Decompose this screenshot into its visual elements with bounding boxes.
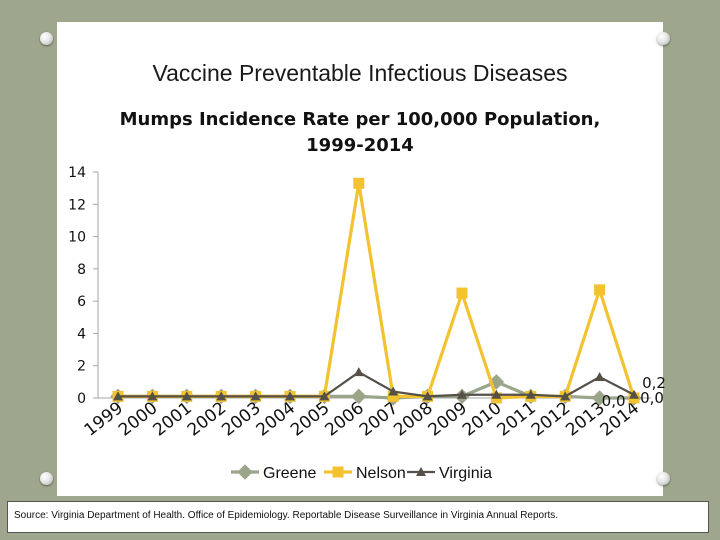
data-point-nelson — [456, 287, 468, 299]
chart-title: Mumps Incidence Rate per 100,000 Populat… — [120, 109, 601, 130]
data-point-virginia — [457, 389, 467, 399]
x-tick-label: 1999 — [81, 398, 127, 440]
data-point-virginia — [285, 391, 295, 401]
series-line-nelson — [118, 181, 636, 400]
y-tick-label: 6 — [77, 294, 86, 310]
y-tick-label: 12 — [68, 197, 86, 213]
data-point-virginia — [491, 389, 502, 399]
data-point-nelson — [353, 177, 365, 189]
legend-marker-greene — [237, 464, 253, 480]
data-label: 0,0 — [640, 389, 664, 407]
data-point-nelson — [387, 390, 399, 402]
data-point-virginia — [560, 391, 571, 401]
data-point-greene — [591, 390, 608, 406]
x-tick-label: 2005 — [287, 398, 333, 440]
data-point-nelson — [594, 284, 606, 296]
data-label: 0,2 — [642, 374, 666, 392]
y-tick-label: 4 — [77, 326, 86, 342]
legend-marker-virginia — [416, 467, 426, 476]
data-point-virginia — [422, 391, 433, 401]
y-tick-label: 10 — [68, 230, 86, 246]
data-point-virginia — [250, 391, 261, 401]
legend-marker-nelson — [332, 466, 344, 478]
data-point-virginia — [629, 389, 639, 399]
data-point-greene — [351, 388, 367, 405]
data-point-virginia — [181, 391, 192, 401]
legend-label-virginia: Virginia — [439, 465, 492, 482]
x-tick-label: 2002 — [184, 398, 230, 440]
x-tick-label: 2009 — [425, 398, 471, 440]
x-tick-label: 2006 — [321, 398, 367, 440]
data-point-virginia — [594, 372, 605, 382]
x-tick-label: 2011 — [493, 398, 539, 440]
y-tick-label: 14 — [68, 165, 86, 181]
series-line-virginia — [118, 371, 635, 398]
y-tick-label: 8 — [77, 262, 86, 278]
x-tick-label: 2012 — [528, 398, 574, 440]
x-tick-label: 2007 — [356, 398, 402, 440]
plot-area: 0246810121419992000200120022003200420052… — [68, 165, 666, 441]
x-tick-label: 2001 — [149, 398, 195, 440]
slide-title: Vaccine Preventable Infectious Diseases — [152, 60, 568, 86]
data-point-virginia — [113, 391, 123, 401]
pin-icon — [657, 32, 670, 45]
x-tick-label: 2000 — [115, 398, 161, 440]
data-label: 0,0 — [602, 392, 626, 410]
pin-icon — [40, 32, 53, 45]
pin-icon — [40, 472, 53, 485]
x-tick-label: 2008 — [390, 398, 436, 440]
data-point-virginia — [319, 391, 330, 401]
x-tick-label: 2010 — [459, 398, 505, 440]
data-point-virginia — [525, 389, 536, 399]
y-tick-label: 2 — [77, 359, 86, 375]
pin-icon — [657, 472, 670, 485]
data-point-virginia — [388, 386, 399, 396]
x-tick-label: 2004 — [253, 398, 299, 440]
data-point-virginia — [216, 391, 227, 401]
legend: Greene Nelson Virginia — [231, 464, 492, 482]
legend-label-greene: Greene — [263, 465, 316, 482]
legend-label-nelson: Nelson — [356, 465, 406, 482]
y-tick-label: 0 — [77, 391, 86, 407]
data-point-virginia — [147, 391, 158, 401]
slide-card — [57, 22, 663, 496]
chart-subtitle: 1999-2014 — [306, 135, 414, 156]
data-point-virginia — [353, 367, 364, 377]
x-tick-label: 2003 — [218, 398, 264, 440]
source-note: Source: Virginia Department of Health. O… — [7, 501, 709, 533]
